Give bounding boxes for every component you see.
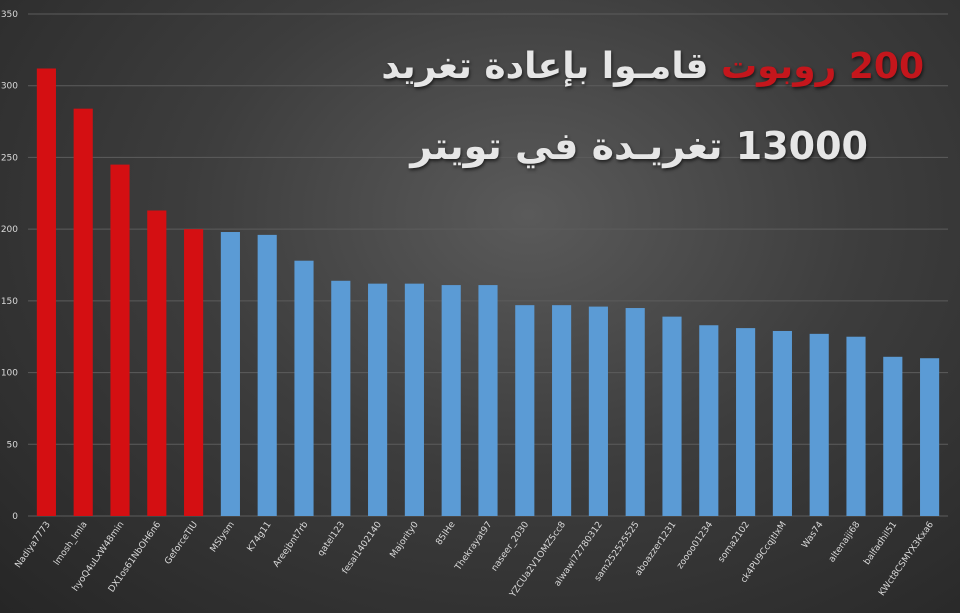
chart-title-line-1: 200 روبوت قامـوا بإعادة تغريد <box>381 46 924 87</box>
x-tick-label: Was74 <box>800 520 826 551</box>
x-tick-label: naseer_2030 <box>490 520 532 574</box>
bar-zoooo01234 <box>699 325 719 516</box>
x-tick-label: aboazzer1231 <box>634 520 679 578</box>
x-tick-label: altenaiji68 <box>827 520 862 565</box>
y-tick-label: 50 <box>7 440 19 450</box>
chart-title-line-2: 13000 تغريـدة في تويتر <box>410 124 868 168</box>
bar-Nadiya7773 <box>36 68 56 516</box>
x-tick-label: K74g11 <box>246 520 274 554</box>
bar-K74g11 <box>257 234 277 516</box>
bar-Majority0 <box>404 283 424 516</box>
bar-altenaiji68 <box>846 336 866 516</box>
bar-ck4PU9CcqjtIxM <box>772 330 792 516</box>
bar-qatel123 <box>331 280 351 516</box>
x-tick-label: qatel123 <box>316 520 347 558</box>
bar-soma2102 <box>736 328 756 516</box>
bar-YZCUa2V1OMZ5cc8 <box>552 305 572 516</box>
x-tick-label: Areejbnt7rb <box>272 520 311 570</box>
bar-fesal1402140 <box>368 283 388 516</box>
x-tick-label: soma2102 <box>717 520 752 565</box>
y-tick-label: 0 <box>12 512 18 522</box>
bar-alwawi72780312 <box>588 306 608 516</box>
chart-title-rest: قامـوا بإعادة تغريد <box>381 46 721 87</box>
x-tick-label: fesal1402140 <box>341 520 385 576</box>
x-tick-label: zoooo01234 <box>675 520 715 571</box>
bar-Was74 <box>809 333 829 516</box>
x-tick-label: MSIysm <box>209 520 237 554</box>
y-tick-label: 350 <box>1 10 18 20</box>
x-tick-label: lmosh_lmla <box>52 520 89 567</box>
bar-naseer_2030 <box>515 305 535 516</box>
bar-Areejbnt7rb <box>294 260 314 516</box>
bar-aboazzer1231 <box>662 316 682 516</box>
chart-title-highlight: 200 روبوت <box>720 46 924 87</box>
bar-KWct8CSMYX3Kxa6 <box>920 358 940 516</box>
x-tick-label: Thekrayat97 <box>453 520 494 573</box>
y-tick-label: 250 <box>1 153 18 163</box>
bar-DX1os61NbOH6n6 <box>147 210 167 517</box>
x-tick-label: balfadhil51 <box>862 520 899 567</box>
y-tick-label: 200 <box>1 225 18 235</box>
bar-85lHe <box>441 285 461 516</box>
bar-Thekrayat97 <box>478 285 498 516</box>
y-tick-label: 100 <box>1 369 18 379</box>
x-tick-label: Nadiya7773 <box>14 520 53 570</box>
y-tick-label: 150 <box>1 297 18 307</box>
bar-MSIysm <box>220 232 240 517</box>
bar-GeforceTIU <box>184 229 204 516</box>
x-tick-label: GeforceTIU <box>163 520 200 567</box>
bar-balfadhil51 <box>883 356 903 516</box>
bar-sam252525525 <box>625 308 645 516</box>
x-tick-label: 85lHe <box>434 520 458 548</box>
bar-hyoQ4uLxW48min <box>110 164 130 516</box>
x-tick-label: Majority0 <box>389 520 421 560</box>
y-tick-label: 300 <box>1 82 18 92</box>
bar-lmosh_lmla <box>73 108 93 517</box>
